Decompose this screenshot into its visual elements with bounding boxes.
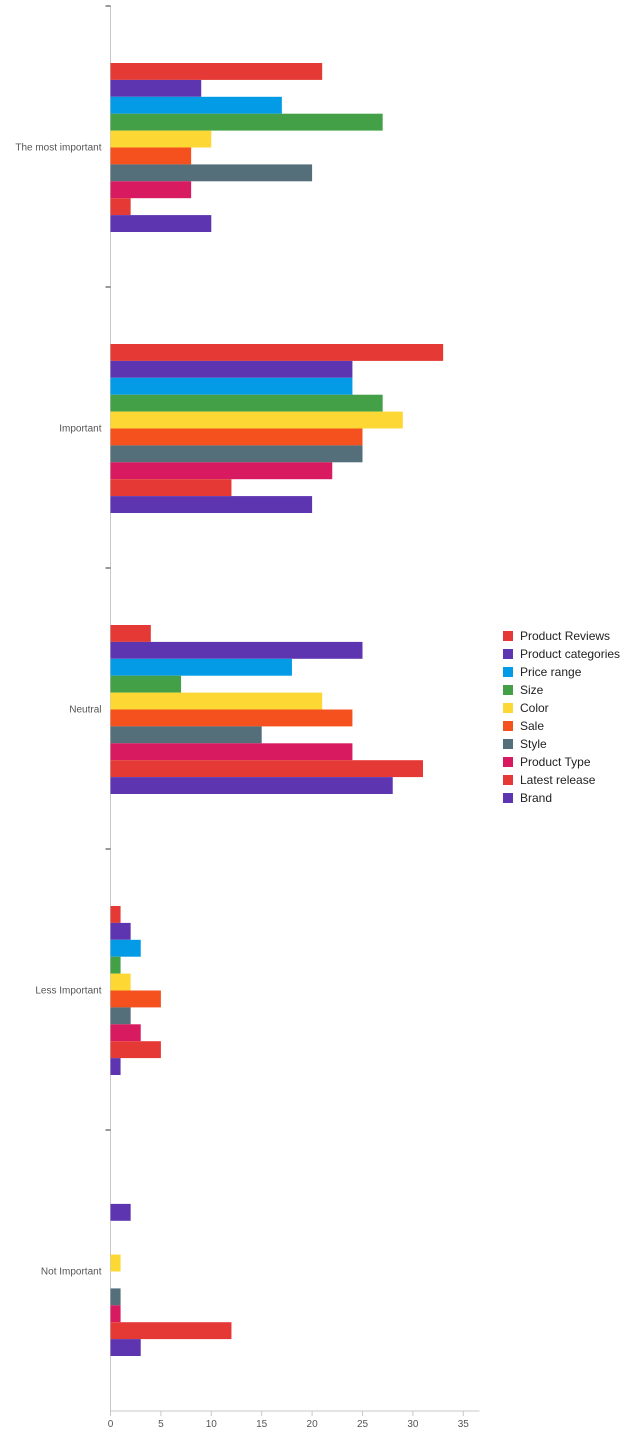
- legend-label: Product categories: [520, 647, 621, 661]
- bar: [110, 990, 161, 1008]
- axis-labels: 0 5 10 15 20 25 30 35 The most important Importan…: [15, 143, 469, 1431]
- legend-label: Style: [520, 737, 547, 751]
- legend-label: Sale: [520, 719, 545, 733]
- legend-item[interactable]: Brand: [503, 789, 620, 807]
- legend-swatch: [503, 631, 513, 641]
- category-label: Important: [59, 424, 101, 435]
- bar: [110, 1024, 141, 1042]
- bar: [110, 462, 333, 480]
- bar: [110, 344, 444, 361]
- legend-swatch: [503, 739, 513, 749]
- bar: [110, 625, 151, 642]
- legend-swatch: [503, 703, 513, 713]
- legend-label: Color: [520, 701, 549, 715]
- x-tick-label: 25: [357, 1419, 369, 1430]
- legend-item[interactable]: Product Reviews: [503, 627, 620, 645]
- legend: Product Reviews Product categories Price r…: [503, 627, 620, 807]
- legend-label: Size: [520, 683, 544, 697]
- bar: [110, 692, 323, 710]
- bar: [110, 377, 353, 395]
- bar: [110, 726, 262, 744]
- bar: [110, 709, 353, 727]
- bar: [110, 130, 212, 148]
- bar: [110, 479, 232, 497]
- x-tick-label: 10: [206, 1419, 218, 1430]
- legend-item[interactable]: Sale: [503, 717, 620, 735]
- legend-label: Brand: [520, 791, 553, 805]
- legend-swatch: [503, 649, 513, 659]
- bar: [110, 1058, 121, 1075]
- category-label: Not Important: [41, 1267, 102, 1278]
- bar: [110, 675, 182, 693]
- bar: [110, 1288, 121, 1306]
- legend-item[interactable]: Price range: [503, 663, 620, 681]
- bar: [110, 658, 292, 676]
- legend-swatch: [503, 721, 513, 731]
- bar: [110, 147, 192, 165]
- legend-swatch: [503, 793, 513, 803]
- bar: [110, 215, 212, 232]
- bar: [110, 760, 423, 778]
- bar: [110, 96, 282, 114]
- bars: [110, 63, 444, 1356]
- legend-swatch: [503, 667, 513, 677]
- legend-item[interactable]: Size: [503, 681, 620, 699]
- bar: [110, 1007, 131, 1025]
- bar: [110, 956, 121, 974]
- legend-swatch: [503, 775, 513, 785]
- bar: [110, 181, 192, 199]
- category-label: The most important: [15, 143, 101, 154]
- bar: [110, 777, 393, 794]
- legend-label: Product Type: [520, 755, 591, 769]
- bar: [110, 1322, 232, 1340]
- bar: [110, 906, 121, 923]
- bar: [110, 1305, 121, 1323]
- legend-item[interactable]: Style: [503, 735, 620, 753]
- legend-label: Product Reviews: [520, 629, 611, 643]
- category-label: Less Important: [35, 986, 101, 997]
- bar: [110, 939, 141, 957]
- x-tick-label: 5: [158, 1419, 164, 1430]
- x-tick-label: 20: [307, 1419, 319, 1430]
- legend-label: Price range: [520, 665, 582, 679]
- x-tick-label: 35: [458, 1419, 470, 1430]
- bar: [110, 743, 353, 761]
- bar: [110, 394, 383, 412]
- bar: [110, 198, 131, 216]
- legend-item[interactable]: Product categories: [503, 645, 620, 663]
- bar: [110, 922, 131, 940]
- legend-item[interactable]: Color: [503, 699, 620, 717]
- bar: [110, 496, 313, 513]
- bar: [110, 973, 131, 991]
- bar: [110, 641, 363, 659]
- bar: [110, 1203, 131, 1221]
- category-label: Neutral: [69, 705, 101, 716]
- bar: [110, 445, 363, 463]
- bar: [110, 164, 313, 182]
- bar: [110, 411, 403, 429]
- legend-item[interactable]: Product Type: [503, 753, 620, 771]
- bar: [110, 360, 353, 378]
- bar: [110, 113, 383, 131]
- bar: [110, 63, 323, 80]
- bar: [110, 1254, 121, 1272]
- bar: [110, 428, 363, 446]
- x-tick-label: 0: [108, 1419, 114, 1430]
- legend-swatch: [503, 685, 513, 695]
- legend-swatch: [503, 757, 513, 767]
- x-tick-label: 15: [256, 1419, 268, 1430]
- legend-item[interactable]: Latest release: [503, 771, 620, 789]
- bar: [110, 79, 202, 97]
- bar: [110, 1041, 161, 1059]
- bar: [110, 1339, 141, 1356]
- legend-label: Latest release: [520, 773, 596, 787]
- x-tick-label: 30: [407, 1419, 419, 1430]
